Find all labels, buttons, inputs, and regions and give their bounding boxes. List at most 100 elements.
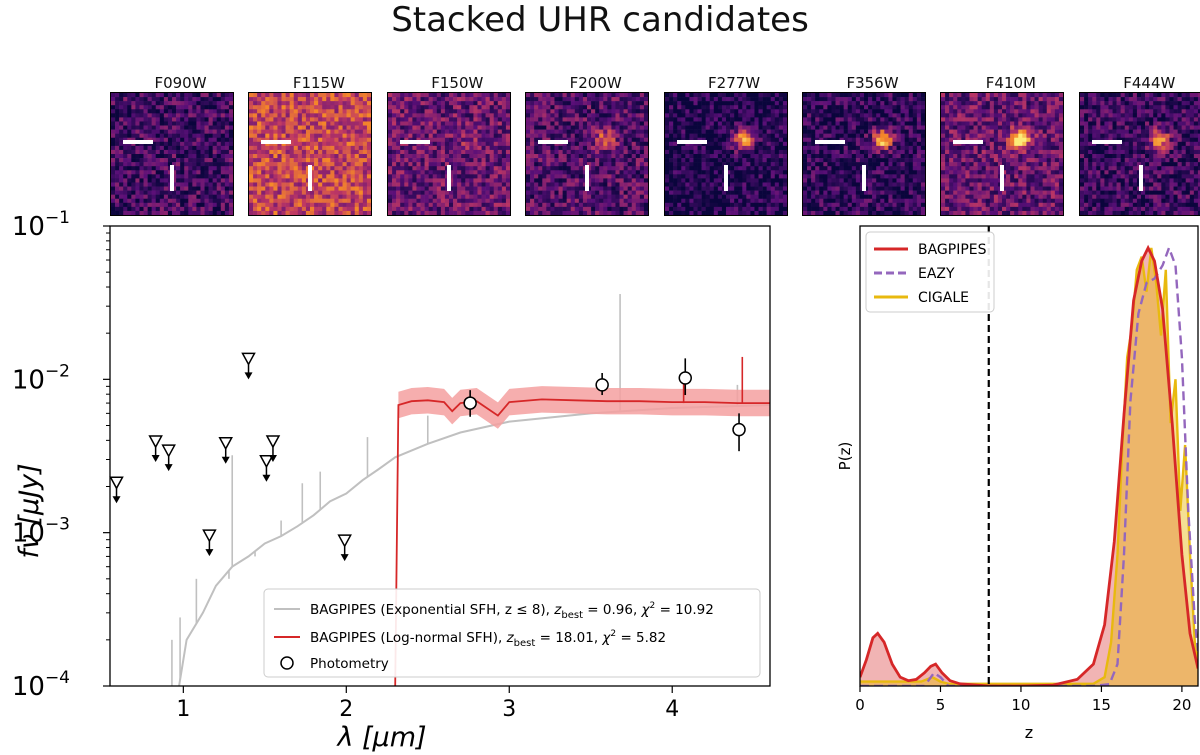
cutout-pixel <box>566 125 572 130</box>
cutout-pixel <box>387 190 393 195</box>
cutout-pixel <box>204 170 209 175</box>
cutout-pixel <box>314 121 319 126</box>
cutout-pixel <box>412 93 417 98</box>
cutout-pixel <box>562 97 568 102</box>
cutout-pixel <box>807 129 812 134</box>
cutout-pixel <box>611 210 616 215</box>
cutout-pixel <box>367 210 372 215</box>
cutout-pixel <box>216 133 222 139</box>
cutout-image <box>110 92 234 216</box>
cutout-pixel <box>294 145 299 151</box>
cutout-pixel <box>204 198 209 204</box>
cutout-pixel <box>664 198 669 204</box>
cutout-pixel <box>583 129 588 134</box>
cutout-pixel <box>859 97 865 102</box>
cutout-pixel <box>399 202 405 208</box>
cutout-pixel <box>485 158 490 163</box>
cutout-pixel <box>139 178 144 183</box>
cutout-pixel <box>595 158 600 163</box>
cutout-pixel <box>811 125 816 130</box>
cutout-pixel <box>701 109 706 114</box>
cutout-pixel <box>664 170 669 175</box>
cutout-pixel <box>440 141 446 147</box>
cutout-pixel <box>257 186 262 191</box>
cutout-pixel <box>139 158 144 163</box>
cutout-pixel <box>302 141 307 147</box>
cutout-pixel <box>489 145 494 151</box>
cutout-pixel <box>147 186 152 191</box>
cutout-pixel <box>184 210 189 215</box>
cutout-pixel <box>139 206 144 212</box>
cutout-pixel <box>505 170 510 175</box>
cutout-pixel <box>827 113 832 118</box>
cutout-pixel <box>346 206 352 212</box>
cutout-pixel <box>717 133 722 139</box>
cutout-pixel <box>196 162 201 167</box>
cutout-pixel <box>330 158 336 163</box>
cutout-pixel <box>408 210 413 215</box>
cutout-pixel <box>452 133 458 139</box>
cutout-pixel <box>180 162 185 167</box>
cutout-pixel <box>501 202 507 208</box>
cutout-pixel <box>530 149 535 155</box>
cutout-pixel <box>705 113 710 118</box>
cutout-pixel <box>135 174 140 179</box>
cutout-pixel <box>631 190 637 195</box>
cutout-pixel <box>672 182 678 187</box>
cutout-pixel <box>334 125 340 130</box>
cutout-pixel <box>713 97 718 102</box>
cutout-pixel <box>155 158 161 163</box>
cutout-pixel <box>420 133 425 139</box>
cutout-pixel <box>526 137 531 143</box>
cutout-pixel <box>412 117 417 122</box>
cutout-pixel <box>896 129 901 134</box>
cutout-pixel <box>172 162 177 167</box>
cutout-pixel <box>424 113 429 118</box>
cutout-pixel <box>501 145 507 151</box>
cutout-pixel <box>481 93 486 98</box>
cutout-pixel <box>725 133 730 139</box>
cutout-pixel <box>737 121 743 126</box>
cutout-pixel <box>391 113 397 118</box>
cutout-pixel <box>432 121 437 126</box>
cutout-pixel <box>294 93 299 98</box>
cutout-pixel <box>729 141 735 147</box>
cutout-pixel <box>550 174 555 179</box>
cutout-pixel <box>570 158 576 163</box>
cutout-pixel <box>701 170 706 175</box>
cutout-pixel <box>697 93 702 98</box>
cutout-pixel <box>294 121 299 126</box>
cutout-pixel <box>501 170 507 175</box>
cutout-pixel <box>892 101 897 106</box>
cutout-pixel <box>456 170 462 175</box>
cutout-pixel <box>322 109 327 114</box>
cutout-pixel <box>416 202 421 208</box>
cutout-pixel <box>155 149 161 155</box>
cutout-pixel <box>224 125 230 130</box>
cutout-pixel <box>770 202 775 208</box>
cutout-pixel <box>920 125 925 130</box>
cutout-pixel <box>831 105 836 110</box>
cutout-pixel <box>595 198 600 204</box>
cutout-pixel <box>363 166 368 171</box>
cutout-pixel <box>595 149 600 155</box>
cutout-pixel <box>326 202 332 208</box>
cutout-pixel <box>619 145 625 151</box>
cutout-pixel <box>249 105 254 110</box>
cutout-pixel <box>615 210 621 215</box>
cutout-pixel <box>395 149 401 155</box>
cutout-pixel <box>212 105 218 110</box>
cutout-pixel <box>737 133 743 139</box>
cutout-pixel <box>477 101 482 106</box>
cutout-pixel <box>285 186 291 191</box>
cutout-pixel <box>497 202 502 208</box>
cutout-pixel <box>477 133 482 139</box>
cutout-pixel <box>741 202 747 208</box>
cutout-pixel <box>391 97 397 102</box>
cutout-pixel <box>595 190 600 195</box>
cutout-pixel <box>688 198 694 204</box>
cutout-pixel <box>249 202 254 208</box>
cutout-pixel <box>139 117 144 122</box>
cutout-pixel <box>424 182 429 187</box>
cutout-pixel <box>855 113 861 118</box>
